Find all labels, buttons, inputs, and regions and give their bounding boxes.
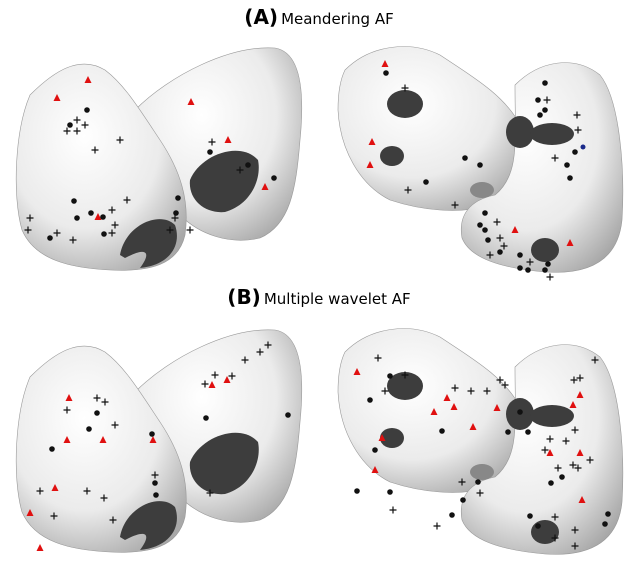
panel-label: (A) (244, 5, 278, 29)
marker-dot (527, 513, 533, 519)
marker-dot (545, 261, 551, 267)
marker-dot (497, 249, 503, 255)
marker-dot (387, 373, 393, 379)
marker-dot (86, 426, 92, 432)
panel-title: Multiple wavelet AF (264, 290, 411, 308)
marker-dot (525, 429, 531, 435)
marker-dot (581, 145, 586, 150)
panel-title: Meandering AF (281, 10, 394, 28)
marker-plus (390, 507, 397, 514)
marker-dot (152, 480, 158, 486)
marker-dot (517, 265, 523, 271)
marker-dot (175, 195, 181, 201)
marker-plus (434, 523, 441, 530)
marker-dot (245, 162, 251, 168)
marker-dot (482, 227, 488, 233)
marker-dot (572, 149, 578, 155)
marker-dot (153, 492, 159, 498)
marker-dot (542, 107, 548, 113)
marker-dot (203, 415, 209, 421)
marker-dot (354, 488, 360, 494)
marker-triangle (37, 544, 44, 551)
marker-dot (271, 175, 277, 181)
marker-dot (67, 122, 73, 128)
marker-dot (439, 428, 445, 434)
marker-dot (485, 237, 491, 243)
marker-dot (423, 179, 429, 185)
marker-dot (535, 523, 541, 529)
marker-dot (387, 489, 393, 495)
marker-dot (74, 215, 80, 221)
marker-dot (477, 162, 483, 168)
marker-dot (84, 107, 90, 113)
marker-dot (94, 410, 100, 416)
marker-plus (187, 227, 194, 234)
marker-dot (525, 267, 531, 273)
marker-dot (100, 214, 106, 220)
panel-heading: (B)Multiple wavelet AF (227, 285, 410, 309)
marker-dot (548, 480, 554, 486)
marker-dot (559, 474, 565, 480)
marker-dot (537, 112, 543, 118)
marker-dot (149, 431, 155, 437)
marker-dot (71, 198, 77, 204)
marker-dot (285, 412, 291, 418)
marker-dot (173, 210, 179, 216)
marker-dot (535, 97, 541, 103)
atria-render (16, 330, 302, 553)
marker-dot (517, 409, 523, 415)
marker-dot (383, 70, 389, 76)
marker-dot (462, 155, 468, 161)
atria-render (338, 329, 623, 555)
marker-dot (372, 447, 378, 453)
marker-dot (542, 267, 548, 273)
marker-dot (517, 252, 523, 258)
marker-dot (47, 235, 53, 241)
marker-dot (567, 175, 573, 181)
marker-dot (207, 149, 213, 155)
marker-dot (477, 222, 483, 228)
marker-dot (505, 429, 511, 435)
marker-dot (88, 210, 94, 216)
marker-plus (547, 274, 554, 281)
marker-dot (602, 521, 608, 527)
panel-label: (B) (227, 285, 261, 309)
marker-dot (564, 162, 570, 168)
marker-dot (101, 231, 107, 237)
marker-dot (542, 80, 548, 86)
marker-dot (482, 210, 488, 216)
marker-dot (449, 512, 455, 518)
marker-dot (460, 497, 466, 503)
marker-dot (367, 397, 373, 403)
marker-dot (605, 511, 611, 517)
atria-render (16, 48, 302, 271)
atria-render (338, 47, 623, 273)
marker-dot (475, 479, 481, 485)
panel-heading: (A)Meandering AF (244, 5, 393, 29)
figure: (A)Meandering AF (B)Multiple wavelet AF (0, 0, 638, 571)
marker-dot (49, 446, 55, 452)
